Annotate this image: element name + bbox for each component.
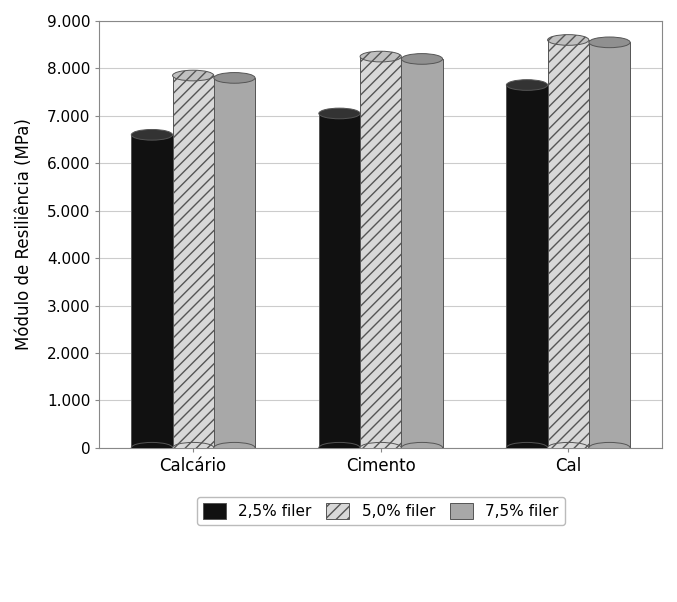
Ellipse shape (360, 442, 401, 453)
Bar (548, 40, 589, 448)
Legend: 2,5% filer, 5,0% filer, 7,5% filer: 2,5% filer, 5,0% filer, 7,5% filer (196, 497, 565, 526)
Ellipse shape (214, 442, 255, 453)
Ellipse shape (319, 108, 360, 119)
Bar (173, 75, 214, 448)
Ellipse shape (173, 70, 214, 81)
Ellipse shape (548, 35, 589, 45)
Ellipse shape (173, 442, 214, 453)
Ellipse shape (401, 54, 443, 64)
Bar (506, 85, 548, 448)
Ellipse shape (214, 73, 255, 83)
Ellipse shape (131, 442, 173, 453)
Bar (401, 59, 443, 448)
Ellipse shape (401, 442, 443, 453)
Y-axis label: Módulo de Resiliência (MPa): Módulo de Resiliência (MPa) (15, 119, 33, 350)
Ellipse shape (131, 129, 173, 140)
Ellipse shape (548, 442, 589, 453)
Bar (214, 78, 255, 448)
Ellipse shape (506, 442, 548, 453)
Ellipse shape (506, 79, 548, 90)
Bar (589, 42, 630, 448)
Bar (131, 135, 173, 448)
Ellipse shape (589, 37, 630, 48)
Bar (319, 113, 360, 448)
Bar (360, 57, 401, 448)
Ellipse shape (319, 442, 360, 453)
Ellipse shape (589, 442, 630, 453)
Ellipse shape (360, 51, 401, 62)
